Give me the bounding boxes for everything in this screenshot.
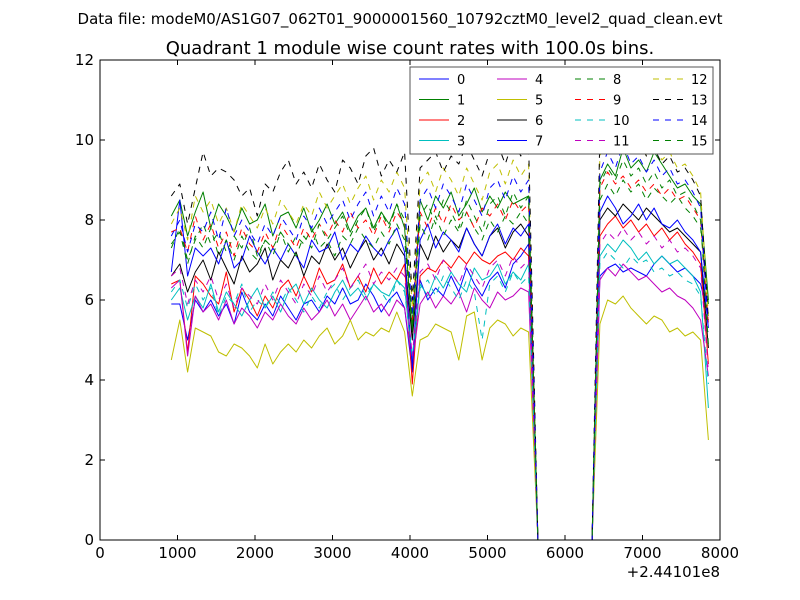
y-tick-label: 6 [84, 291, 94, 309]
series-line-2 [171, 215, 709, 541]
chart-title: Quadrant 1 module wise count rates with … [166, 38, 655, 59]
series-line-4 [170, 263, 709, 541]
legend-label-12: 12 [691, 73, 708, 88]
x-offset-label: +2.44101e8 [627, 563, 720, 581]
y-tick-label: 10 [75, 131, 94, 149]
legend-label-10: 10 [613, 114, 630, 129]
x-tick-label: 2000 [236, 544, 274, 562]
legend-label-8: 8 [613, 73, 621, 88]
legend-label-6: 6 [535, 114, 543, 129]
x-axis: 0 1000 2000 3000 4000 5000 6000 7000 8000 [95, 60, 739, 562]
legend-label-11: 11 [613, 135, 630, 150]
legend-label-3: 3 [457, 135, 465, 150]
series-line-7 [170, 195, 709, 541]
series-line-1 [170, 147, 709, 541]
y-tick-label: 4 [84, 371, 94, 389]
figure-suptitle: Data file: modeM0/AS1G07_062T01_90000015… [78, 10, 723, 29]
legend-label-5: 5 [535, 94, 543, 109]
y-tick-label: 2 [84, 451, 94, 469]
y-tick-label: 12 [75, 51, 94, 69]
series-line-14 [170, 143, 709, 541]
x-tick-label: 1000 [158, 544, 196, 562]
legend-label-4: 4 [535, 73, 543, 88]
series-line-6 [170, 203, 709, 541]
x-tick-label: 8000 [701, 544, 739, 562]
series-line-0 [171, 243, 709, 541]
legend-label-7: 7 [535, 135, 543, 150]
x-tick-label: 7000 [623, 544, 661, 562]
legend-label-0: 0 [457, 73, 465, 88]
legend-label-2: 2 [457, 114, 465, 129]
series-line-15 [170, 159, 709, 541]
legend-label-13: 13 [691, 94, 708, 109]
series-line-5 [170, 295, 709, 541]
y-tick-label: 0 [84, 531, 94, 549]
plot-area [170, 111, 709, 541]
legend-label-9: 9 [613, 94, 621, 109]
x-tick-label: 4000 [391, 544, 429, 562]
x-tick-label: 0 [95, 544, 105, 562]
x-tick-label: 3000 [313, 544, 351, 562]
x-tick-label: 5000 [468, 544, 506, 562]
legend-label-14: 14 [691, 114, 708, 129]
series-line-3 [170, 239, 709, 541]
x-tick-label: 6000 [546, 544, 584, 562]
legend-label-1: 1 [457, 94, 465, 109]
legend-label-15: 15 [691, 135, 708, 150]
series-line-11 [170, 227, 709, 541]
series-line-12 [170, 127, 709, 541]
y-tick-label: 8 [84, 211, 94, 229]
legend-box [409, 66, 714, 155]
series-line-10 [170, 251, 709, 541]
